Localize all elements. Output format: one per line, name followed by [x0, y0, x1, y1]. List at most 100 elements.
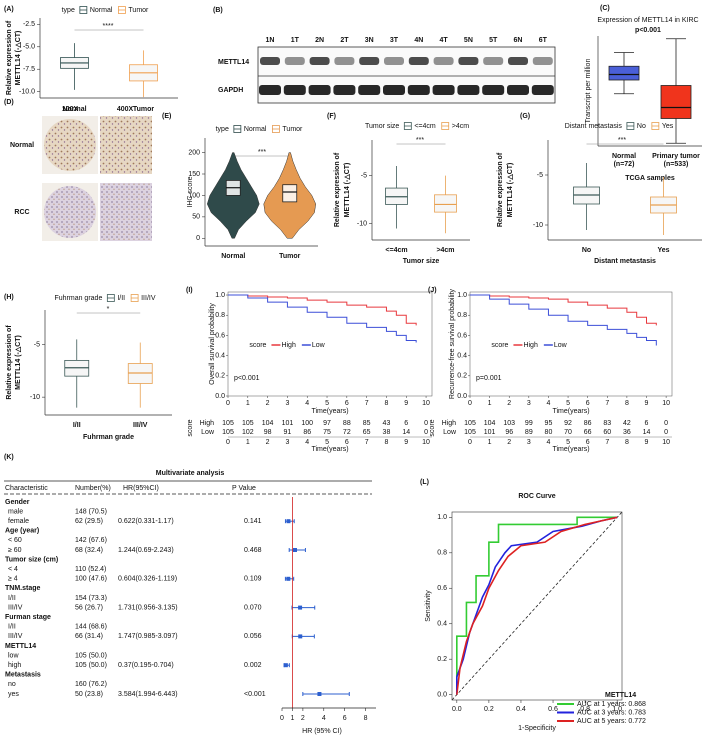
x-tick-label: 7 — [365, 400, 369, 407]
y-tick-label: -7.5 — [23, 66, 35, 73]
group-name: Age (year) — [5, 528, 39, 535]
lane-label: 5T — [489, 37, 498, 44]
risk-table-tick-label: 7 — [365, 439, 369, 446]
y-axis-label: METTL14 (-△CT) — [15, 31, 22, 86]
panel-label: (L) — [420, 479, 429, 486]
group-name: TNM.stage — [5, 585, 41, 592]
legend: Fuhrman grade I/II III/IV — [54, 294, 156, 302]
y-tick-label: -5 — [34, 341, 40, 348]
y-tick-label: 0.0 — [215, 393, 225, 400]
row-label: RCC — [14, 209, 29, 216]
y-tick-label: 150 — [188, 171, 200, 178]
risk-count: 80 — [545, 429, 553, 436]
legend-label: High — [281, 342, 296, 349]
group-name: METTL14 — [5, 643, 36, 650]
risk-count: 88 — [343, 420, 351, 427]
risk-count: 104 — [262, 420, 274, 427]
risk-count: 99 — [525, 420, 533, 427]
y-tick-label: 0.4 — [457, 352, 467, 359]
y-tick-label: 1.0 — [215, 292, 225, 299]
row-number: 160 (76.2) — [75, 681, 107, 688]
hr-point — [292, 548, 297, 552]
y-tick-label: 100 — [188, 192, 200, 199]
legend-label: Low — [312, 342, 326, 349]
x-tick-label: 0.8 — [580, 706, 590, 713]
row-p: 0.056 — [244, 633, 262, 640]
legend-title: score — [491, 342, 508, 349]
y-axis-label: Overall survival probability — [209, 303, 216, 385]
risk-count: 14 — [402, 429, 410, 436]
y-axis-label: Sensitivity — [425, 590, 432, 622]
risk-table-x-label: Time(years) — [552, 446, 589, 453]
x-tick-label: 1 — [290, 715, 294, 722]
risk-count: 0 — [664, 420, 668, 427]
risk-count: 105 — [222, 429, 234, 436]
band — [508, 57, 528, 65]
x-tick-label: 0.0 — [452, 706, 462, 713]
legend-title: type — [62, 7, 75, 14]
row-hr: 1.731(0.956-3.135) — [118, 604, 178, 611]
x-tick-label: 8 — [384, 400, 388, 407]
y-axis-label: IHC score — [187, 176, 194, 207]
band — [531, 85, 554, 95]
row-label: high — [8, 662, 21, 669]
y-tick-label: -2.5 — [23, 21, 35, 28]
risk-count: 105 — [464, 420, 476, 427]
lane-label: 5N — [464, 37, 473, 44]
x-axis-label: TCGA samples — [625, 175, 675, 182]
risk-count: 89 — [525, 429, 533, 436]
legend-title: score — [249, 342, 266, 349]
risk-count: 0 — [424, 429, 428, 436]
risk-count: 91 — [284, 429, 292, 436]
chart-title: Expression of METTL14 in KIRC — [597, 17, 698, 24]
risk-count: 105 — [222, 420, 234, 427]
hr-point — [298, 605, 303, 610]
row-number: 154 (73.3) — [75, 595, 107, 602]
x-tick-label: 4 — [322, 715, 326, 722]
x-tick-label: 0.4 — [516, 706, 526, 713]
y-tick-label: 0.8 — [457, 312, 467, 319]
x-tick-label: Tumor — [279, 253, 301, 260]
band — [432, 85, 455, 95]
x-axis-label: Time(years) — [311, 408, 348, 415]
y-axis-label: Relative expression of — [497, 152, 504, 227]
row-number: 144 (68.6) — [75, 624, 107, 631]
x-axis-label: 1-Specificity — [518, 725, 556, 732]
chart-title: ROC Curve — [518, 493, 555, 500]
risk-table-tick-label: 6 — [586, 439, 590, 446]
band — [457, 85, 480, 95]
lane-label: 4T — [440, 37, 449, 44]
x-tick-label: (n=72) — [614, 161, 635, 168]
y-tick-label: -10 — [357, 220, 367, 227]
x-tick-label: 7 — [605, 400, 609, 407]
risk-count: 75 — [323, 429, 331, 436]
y-tick-label: 0.2 — [215, 373, 225, 380]
significance: *** — [416, 137, 424, 144]
y-tick-label: 0.2 — [457, 373, 467, 380]
row-number: 142 (67.6) — [75, 537, 107, 544]
lane-label: 3T — [390, 37, 399, 44]
x-tick-label: 0 — [280, 715, 284, 722]
legend: type Normal Tumor — [216, 125, 303, 133]
y-tick-label: -5.0 — [23, 44, 35, 51]
x-tick-label: 2 — [301, 715, 305, 722]
y-axis-label: METTL14 (-△CT) — [15, 335, 22, 390]
x-tick-label: 8 — [364, 715, 368, 722]
blot-frame — [257, 46, 556, 104]
risk-table-tick-label: 5 — [566, 439, 570, 446]
risk-count: 42 — [623, 420, 631, 427]
hr-point — [283, 663, 288, 668]
lane-label: 2N — [315, 37, 324, 44]
y-tick-label: 0.6 — [215, 332, 225, 339]
panel-label: (E) — [162, 113, 171, 120]
x-tick-label: I/II — [73, 422, 81, 429]
band — [384, 57, 404, 65]
x-tick-label: Tumor — [133, 106, 155, 113]
box — [282, 184, 298, 203]
x-axis-label: Tumor size — [403, 258, 440, 265]
risk-row-label: High — [200, 420, 215, 427]
risk-count: 86 — [584, 420, 592, 427]
row-label: ≥ 4 — [8, 576, 18, 583]
risk-table-tick-label: 9 — [404, 439, 408, 446]
risk-table-tick-label: 1 — [488, 439, 492, 446]
